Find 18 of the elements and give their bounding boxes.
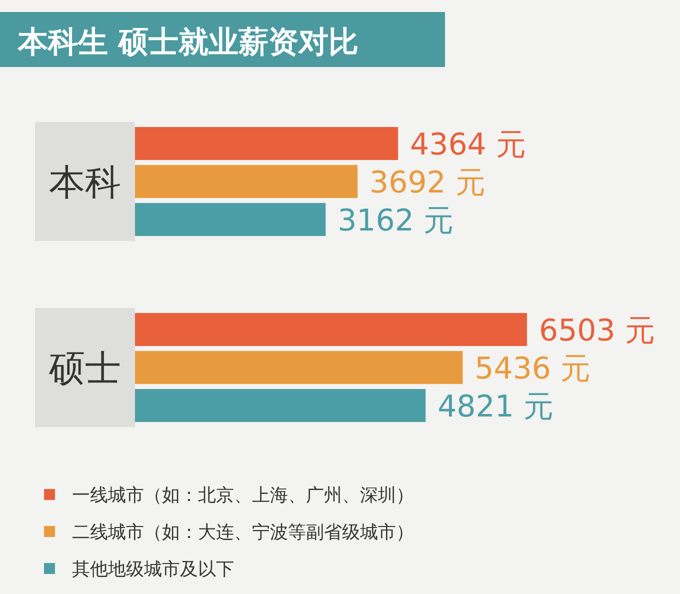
data-label: 5436 元 <box>474 352 591 386</box>
bar <box>135 313 527 346</box>
data-label: 3692 元 <box>370 166 486 200</box>
legend-label: 其他地级城市及以下 <box>72 559 234 580</box>
y-tick-label: 硕士 <box>48 348 121 390</box>
bar <box>135 351 463 384</box>
chart-title: 本科生 硕士就业薪资对比 <box>17 25 358 60</box>
bar <box>135 127 398 160</box>
data-label: 4364 元 <box>410 128 526 162</box>
data-label: 6503 元 <box>539 314 655 348</box>
legend-label: 一线城市（如：北京、上海、广州、深圳） <box>72 485 414 506</box>
legend-label: 二线城市（如：大连、宁波等副省级城市） <box>72 522 414 543</box>
bar <box>135 389 426 422</box>
bar <box>135 203 326 236</box>
data-label: 3162 元 <box>338 204 454 238</box>
bar <box>135 165 358 198</box>
y-tick-label: 本科 <box>49 162 121 204</box>
data-label: 4821 元 <box>438 390 554 424</box>
